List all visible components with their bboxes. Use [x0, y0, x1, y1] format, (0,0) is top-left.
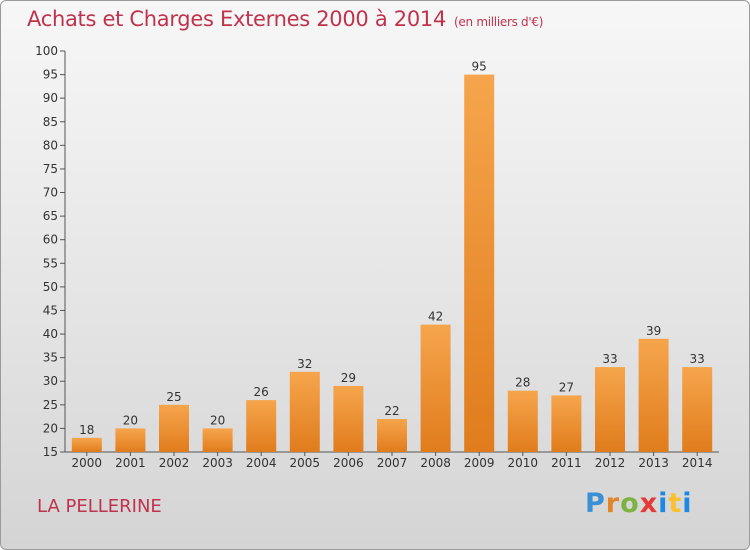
x-tick-label: 2002 — [159, 456, 190, 470]
bar — [333, 385, 364, 452]
x-tick-label: 2008 — [420, 456, 451, 470]
x-tick-label: 2013 — [638, 456, 669, 470]
y-tick-label: 90 — [43, 91, 58, 105]
bar — [377, 418, 407, 452]
x-tick-label: 2014 — [682, 456, 713, 470]
bar — [420, 324, 451, 452]
bar — [682, 367, 713, 452]
bar-value-label: 39 — [646, 324, 661, 338]
x-tick-label: 2010 — [508, 456, 539, 470]
x-tick-label: 2005 — [290, 456, 321, 470]
x-tick-label: 2003 — [202, 456, 233, 470]
place-name: LA PELLERINE — [37, 496, 162, 517]
x-tick-label: 2004 — [246, 456, 277, 470]
x-tick-label: 2000 — [72, 456, 103, 470]
bar-value-label: 33 — [690, 352, 705, 366]
chart-subtitle: (en milliers d'€) — [454, 15, 544, 29]
x-tick-label: 2009 — [464, 456, 495, 470]
x-tick-label: 2007 — [377, 456, 408, 470]
x-tick-label: 2011 — [551, 456, 582, 470]
y-tick-label: 65 — [43, 209, 58, 223]
bar — [246, 400, 277, 452]
bar-value-label: 26 — [254, 385, 269, 399]
chart-title-text: Achats et Charges Externes 2000 à 2014 — [27, 7, 447, 31]
y-tick-label: 75 — [43, 162, 58, 176]
y-tick-label: 20 — [43, 421, 58, 435]
y-tick-label: 60 — [43, 233, 58, 247]
bar-value-label: 18 — [79, 423, 94, 437]
bar-value-label: 95 — [472, 60, 487, 74]
bar — [289, 371, 320, 452]
x-tick-label: 2006 — [333, 456, 364, 470]
bar-value-label: 42 — [428, 310, 443, 324]
y-tick-label: 100 — [35, 44, 58, 58]
bar-value-label: 27 — [559, 380, 574, 394]
x-tick-label: 2001 — [115, 456, 146, 470]
y-tick-label: 15 — [43, 445, 58, 459]
axes: 15 20 25 30 35 40 45 50 55 60 65 70 75 80 85 90 95 100 200… — [35, 44, 719, 470]
bar-value-label: 22 — [384, 404, 399, 418]
y-tick-label: 50 — [43, 280, 58, 294]
bar-value-label: 28 — [515, 376, 530, 390]
bar — [71, 437, 102, 452]
bar — [115, 428, 146, 452]
bar-value-label: 29 — [341, 371, 356, 385]
proxiti-logo: Proxiti — [585, 488, 693, 519]
bar — [464, 74, 495, 453]
bar — [595, 367, 625, 452]
bar — [159, 404, 189, 452]
y-tick-label: 55 — [43, 256, 58, 270]
bar-value-label: 32 — [297, 357, 312, 371]
bar-value-label: 25 — [166, 390, 181, 404]
bar — [551, 395, 582, 452]
y-tick-label: 30 — [43, 374, 58, 388]
chart-title: Achats et Charges Externes 2000 à 2014 (e… — [27, 7, 543, 31]
y-tick-label: 95 — [43, 68, 58, 82]
y-tick-label: 85 — [43, 115, 58, 129]
bar-value-label: 20 — [210, 413, 225, 427]
x-tick-label: 2012 — [595, 456, 626, 470]
bar — [202, 428, 233, 452]
y-tick-label: 35 — [43, 351, 58, 365]
y-tick-label: 40 — [43, 327, 58, 341]
bar — [638, 338, 669, 452]
bar-value-label: 20 — [123, 413, 138, 427]
y-tick-label: 70 — [43, 186, 58, 200]
y-tick-label: 25 — [43, 398, 58, 412]
bars: 18 20 25 20 26 32 29 22 42 95 28 27 33 39 33 — [71, 60, 713, 453]
bar-value-label: 33 — [602, 352, 617, 366]
y-tick-label: 45 — [43, 303, 58, 317]
y-tick-label: 80 — [43, 138, 58, 152]
bar — [507, 390, 538, 452]
